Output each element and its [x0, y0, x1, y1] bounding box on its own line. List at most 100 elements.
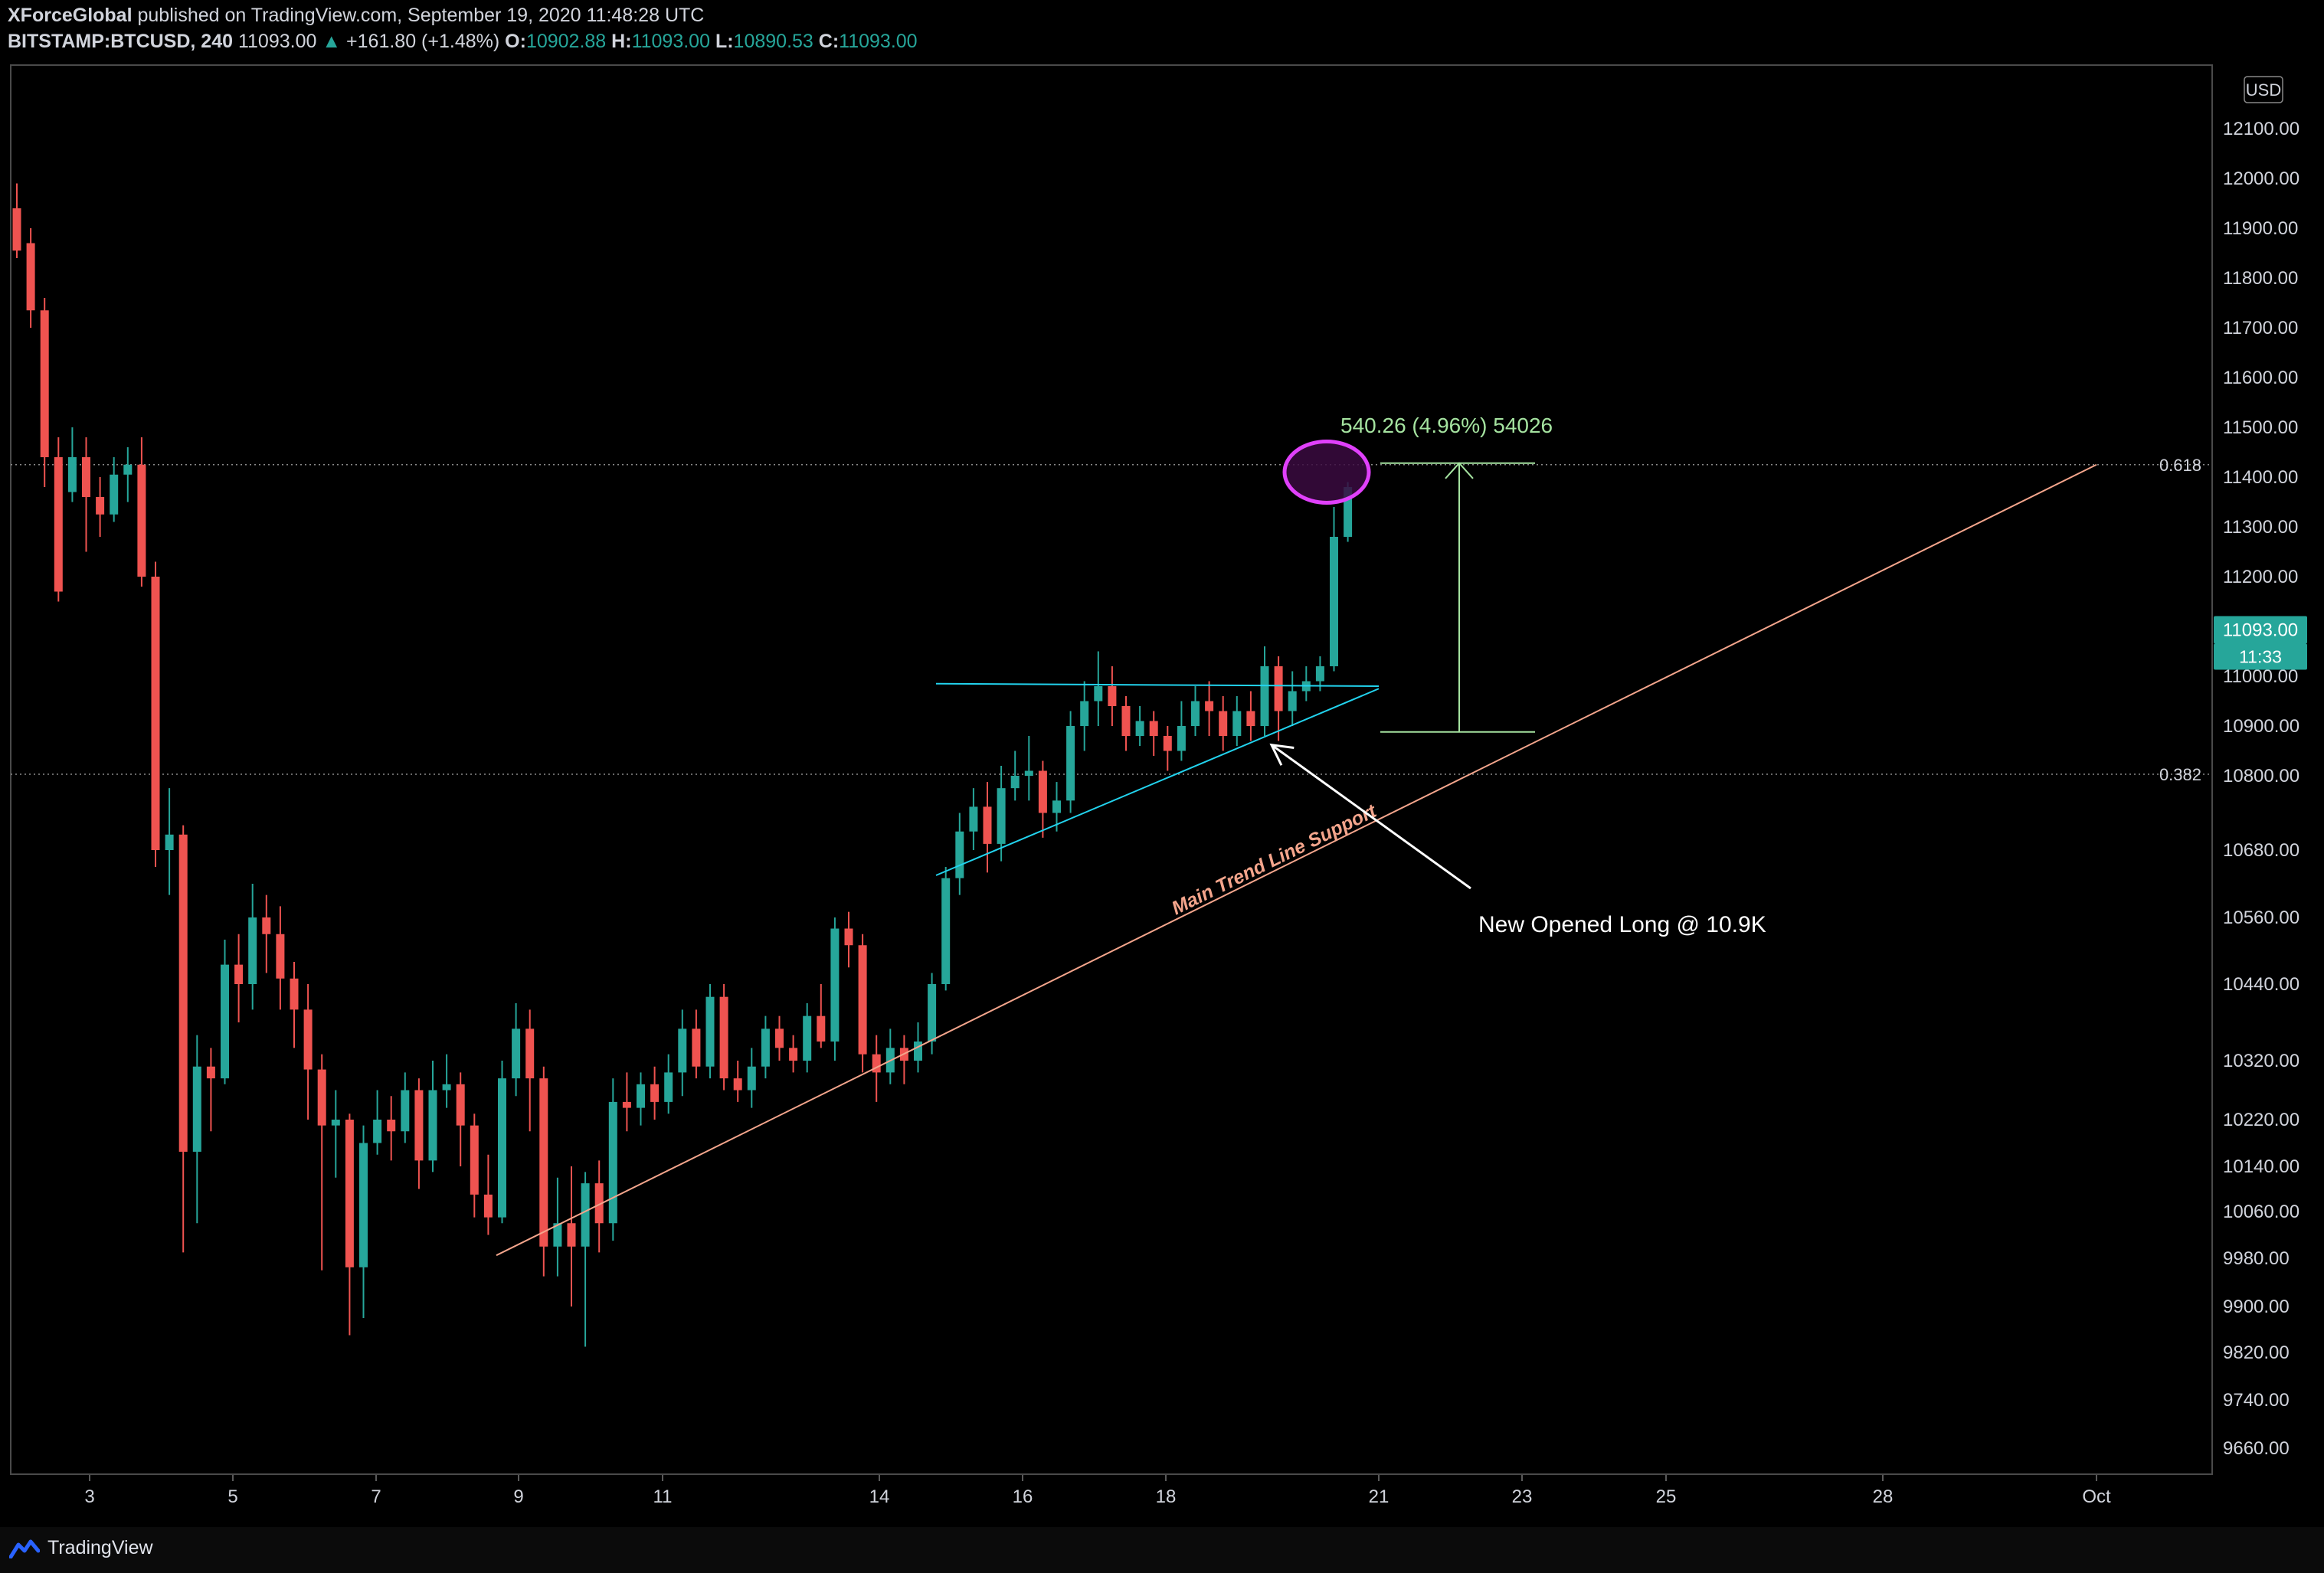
- candle: [1052, 782, 1061, 832]
- candle-body: [997, 788, 1006, 844]
- candle: [123, 447, 133, 502]
- price-tick-label: 9980.00: [2223, 1248, 2290, 1269]
- close-label: C:: [818, 31, 840, 52]
- candle-body: [1108, 686, 1117, 706]
- bar-countdown: 11:33: [2239, 647, 2282, 667]
- candle-body: [858, 945, 867, 1055]
- candle: [428, 1061, 437, 1172]
- tradingview-brand[interactable]: TradingView: [9, 1537, 153, 1559]
- candle: [775, 1015, 784, 1061]
- chart-header: XForceGlobal published on TradingView.co…: [0, 0, 2324, 54]
- price-tick-label: 11700.00: [2223, 318, 2298, 338]
- measure-label: 540.26 (4.96%) 54026: [1340, 414, 1553, 437]
- candle: [387, 1096, 396, 1161]
- price-tick-label: 11600.00: [2223, 368, 2298, 388]
- candle: [637, 1072, 645, 1126]
- price-tick-label: 10900.00: [2223, 716, 2299, 737]
- candle: [373, 1090, 382, 1155]
- candle-body: [54, 457, 63, 592]
- candle: [692, 1009, 701, 1079]
- candle: [12, 183, 21, 258]
- candle: [1330, 507, 1338, 672]
- candle: [594, 1160, 604, 1253]
- candle-body: [719, 996, 728, 1079]
- publisher-name[interactable]: XForceGlobal: [8, 5, 133, 26]
- target-circle[interactable]: [1282, 440, 1371, 505]
- price-tick-label: 11500.00: [2223, 417, 2298, 438]
- candle-body: [1066, 726, 1075, 801]
- candle-body: [539, 1078, 548, 1247]
- symbol-line: BITSTAMP:BTCUSD, 240 11093.00 ▲ +161.80 …: [8, 31, 918, 53]
- candle: [414, 1078, 424, 1189]
- candle: [248, 884, 257, 1010]
- price-tick-label: 10220.00: [2223, 1110, 2299, 1130]
- candle-body: [1149, 721, 1158, 736]
- candle-body: [872, 1054, 881, 1073]
- time-tick-label: 28: [1873, 1486, 1894, 1507]
- candle-body: [178, 834, 188, 1152]
- candle-body: [622, 1101, 631, 1108]
- candle-body: [67, 457, 77, 492]
- candle-body: [844, 928, 853, 946]
- triangle-support-line[interactable]: [935, 688, 1380, 876]
- price-tick-label: 12100.00: [2223, 119, 2299, 139]
- candle-body: [345, 1120, 354, 1267]
- candle: [1038, 760, 1047, 838]
- time-tick-label: Oct: [2082, 1486, 2111, 1507]
- candle: [359, 1125, 368, 1318]
- candle: [110, 457, 119, 522]
- time-axis[interactable]: 3 5 7 9 11 14 16 18 21 23 25 28 Oct: [84, 1475, 2111, 1507]
- close-value: 11093.00: [839, 31, 918, 52]
- price-tick-label: 10680.00: [2223, 840, 2299, 861]
- candle-body: [817, 1015, 826, 1042]
- candle-body: [1274, 666, 1283, 711]
- time-tick-label: 25: [1656, 1486, 1677, 1507]
- candle-body: [373, 1120, 382, 1143]
- candle-body: [747, 1066, 756, 1091]
- candle: [817, 984, 826, 1048]
- time-tick-label: 14: [869, 1486, 890, 1507]
- published-text: published on TradingView.com, September …: [137, 5, 705, 26]
- candle: [137, 437, 146, 587]
- time-tick-label: 18: [1156, 1486, 1177, 1507]
- price-axis[interactable]: 12100.00 12000.00 11900.00 11800.00 11700.00…: [2223, 119, 2299, 1459]
- candle: [719, 984, 728, 1091]
- price-change: +161.80 (+1.48%): [346, 31, 500, 52]
- candle: [1205, 681, 1214, 736]
- candle-body: [1205, 701, 1214, 711]
- currency-box[interactable]: USD: [2244, 76, 2283, 103]
- candle: [1094, 651, 1103, 726]
- candle: [290, 962, 299, 1048]
- candle: [345, 1114, 354, 1336]
- candles-group: [12, 183, 1353, 1347]
- candle-body: [442, 1084, 451, 1091]
- candle: [178, 825, 188, 1253]
- candle: [26, 228, 35, 328]
- candle: [789, 1035, 798, 1073]
- triangle-resistance-line[interactable]: [935, 682, 1380, 687]
- price-range-measure[interactable]: [1380, 462, 1535, 733]
- entry-arrow[interactable]: [1269, 743, 1471, 890]
- candle-body: [1121, 706, 1131, 736]
- candle-body: [110, 474, 119, 515]
- candle-body: [567, 1223, 576, 1247]
- candle: [1135, 706, 1144, 746]
- candle-body: [637, 1084, 645, 1108]
- candle-body: [512, 1028, 521, 1079]
- symbol-label[interactable]: BITSTAMP:BTCUSD, 240: [8, 31, 234, 52]
- candle-body: [82, 457, 90, 497]
- price-tick-label: 9740.00: [2223, 1390, 2290, 1411]
- candle: [165, 788, 174, 895]
- candle: [303, 984, 313, 1120]
- candle-body: [1052, 800, 1061, 813]
- candle-body: [483, 1194, 493, 1218]
- price-tick-label: 11200.00: [2223, 567, 2298, 587]
- candle: [192, 1035, 201, 1224]
- main-trend-line[interactable]: [496, 463, 2097, 1257]
- entry-arrow-shaft: [1271, 744, 1471, 890]
- candle: [331, 1090, 340, 1178]
- candle-body: [1038, 770, 1047, 813]
- candle: [747, 1048, 756, 1108]
- candle-body: [678, 1028, 687, 1073]
